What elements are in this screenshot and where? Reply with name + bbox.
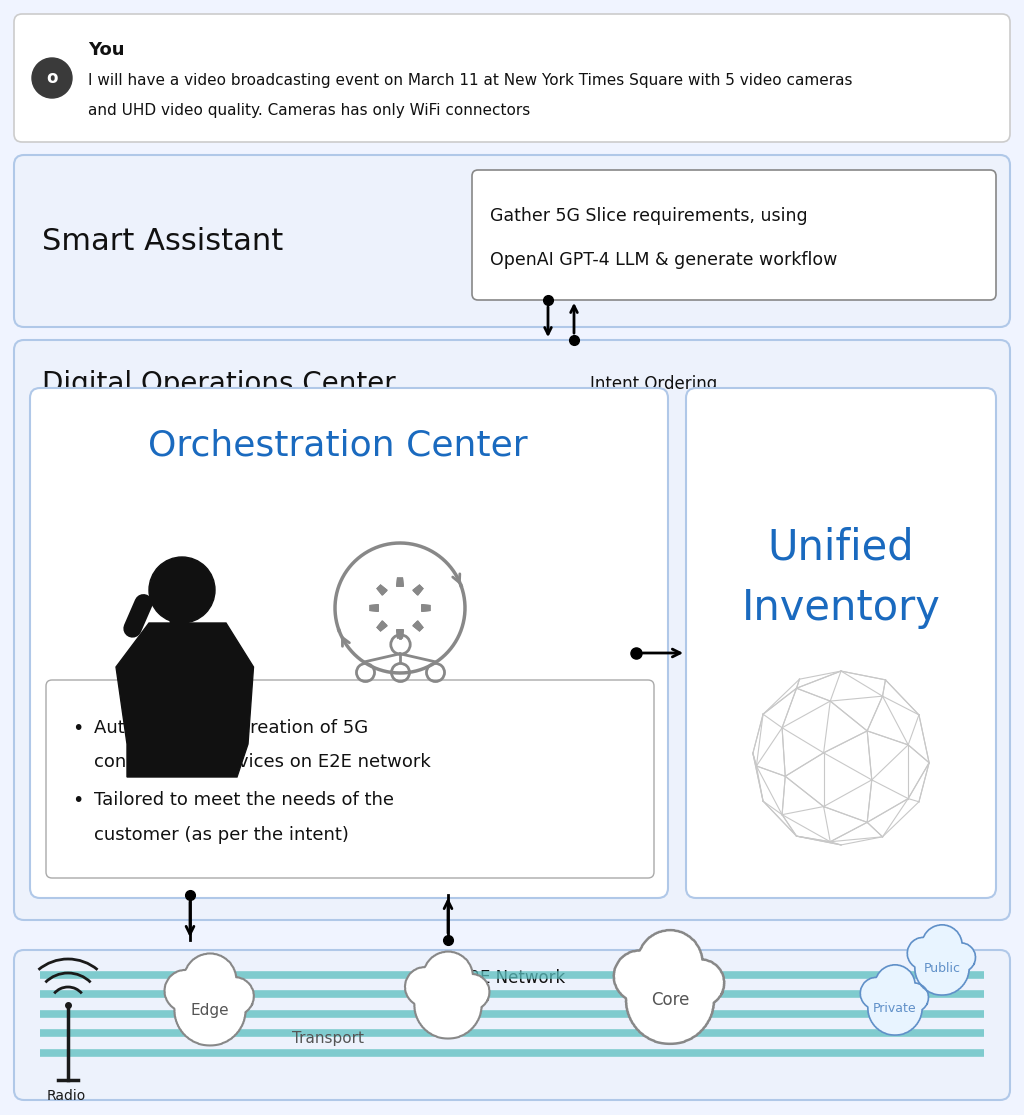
Circle shape bbox=[164, 970, 206, 1011]
Polygon shape bbox=[370, 604, 378, 611]
Text: E2E Network: E2E Network bbox=[459, 969, 565, 987]
Circle shape bbox=[404, 967, 444, 1007]
Text: customer (as per the intent): customer (as per the intent) bbox=[94, 826, 349, 844]
Polygon shape bbox=[422, 604, 430, 611]
Circle shape bbox=[414, 971, 482, 1039]
Circle shape bbox=[637, 930, 702, 996]
Text: Public: Public bbox=[924, 961, 961, 975]
Circle shape bbox=[922, 924, 963, 966]
Text: Radio: Radio bbox=[46, 1089, 86, 1103]
FancyBboxPatch shape bbox=[14, 14, 1010, 142]
Text: and UHD video quality. Cameras has only WiFi connectors: and UHD video quality. Cameras has only … bbox=[88, 103, 530, 117]
Circle shape bbox=[914, 941, 970, 996]
Polygon shape bbox=[396, 630, 403, 638]
Polygon shape bbox=[413, 621, 423, 631]
Polygon shape bbox=[377, 621, 387, 631]
Text: Private: Private bbox=[873, 1001, 916, 1015]
Text: connectivity services on E2E network: connectivity services on E2E network bbox=[94, 753, 431, 770]
Circle shape bbox=[613, 950, 666, 1002]
Text: Core: Core bbox=[651, 991, 689, 1009]
Circle shape bbox=[423, 951, 473, 1001]
Polygon shape bbox=[396, 578, 403, 586]
Text: Smart Assistant: Smart Assistant bbox=[42, 226, 284, 255]
Circle shape bbox=[32, 58, 72, 98]
Text: Intent Ordering: Intent Ordering bbox=[590, 375, 717, 392]
FancyBboxPatch shape bbox=[686, 388, 996, 898]
Circle shape bbox=[174, 975, 246, 1046]
Polygon shape bbox=[413, 585, 423, 595]
Polygon shape bbox=[396, 630, 403, 638]
Polygon shape bbox=[413, 621, 423, 631]
Circle shape bbox=[677, 959, 724, 1007]
Text: Orchestration Center: Orchestration Center bbox=[148, 429, 527, 463]
Polygon shape bbox=[377, 585, 387, 595]
Text: OpenAI GPT-4 LLM & generate workflow: OpenAI GPT-4 LLM & generate workflow bbox=[490, 251, 838, 269]
Circle shape bbox=[867, 981, 923, 1036]
FancyBboxPatch shape bbox=[14, 950, 1010, 1101]
Polygon shape bbox=[413, 585, 423, 595]
Text: I will have a video broadcasting event on March 11 at New York Times Square with: I will have a video broadcasting event o… bbox=[88, 72, 853, 87]
Circle shape bbox=[454, 973, 489, 1010]
Text: Digital Operations Center: Digital Operations Center bbox=[42, 370, 395, 398]
Circle shape bbox=[183, 953, 237, 1006]
Polygon shape bbox=[377, 585, 387, 595]
Circle shape bbox=[946, 943, 976, 972]
Circle shape bbox=[860, 978, 892, 1009]
FancyBboxPatch shape bbox=[14, 155, 1010, 327]
Text: Gather 5G Slice requirements, using: Gather 5G Slice requirements, using bbox=[490, 207, 808, 225]
Circle shape bbox=[626, 956, 714, 1045]
Text: Automating the creation of 5G: Automating the creation of 5G bbox=[94, 719, 368, 737]
Circle shape bbox=[899, 982, 929, 1012]
Text: •: • bbox=[72, 718, 83, 737]
Circle shape bbox=[907, 938, 939, 969]
Text: o: o bbox=[46, 69, 57, 87]
Text: Edge: Edge bbox=[190, 1002, 229, 1018]
FancyBboxPatch shape bbox=[14, 340, 1010, 920]
Polygon shape bbox=[116, 623, 254, 777]
Polygon shape bbox=[396, 578, 403, 586]
Text: Unified: Unified bbox=[768, 527, 914, 569]
Text: Tailored to meet the needs of the: Tailored to meet the needs of the bbox=[94, 791, 394, 809]
Polygon shape bbox=[422, 604, 430, 611]
Text: Transport: Transport bbox=[292, 1030, 364, 1046]
Text: •: • bbox=[72, 791, 83, 809]
Circle shape bbox=[150, 558, 215, 623]
Circle shape bbox=[215, 977, 254, 1016]
Polygon shape bbox=[370, 604, 378, 611]
Text: Inventory: Inventory bbox=[741, 586, 940, 629]
FancyBboxPatch shape bbox=[472, 169, 996, 300]
FancyBboxPatch shape bbox=[46, 680, 654, 878]
FancyBboxPatch shape bbox=[30, 388, 668, 898]
Circle shape bbox=[874, 964, 915, 1005]
Polygon shape bbox=[377, 621, 387, 631]
Text: You: You bbox=[88, 41, 125, 59]
